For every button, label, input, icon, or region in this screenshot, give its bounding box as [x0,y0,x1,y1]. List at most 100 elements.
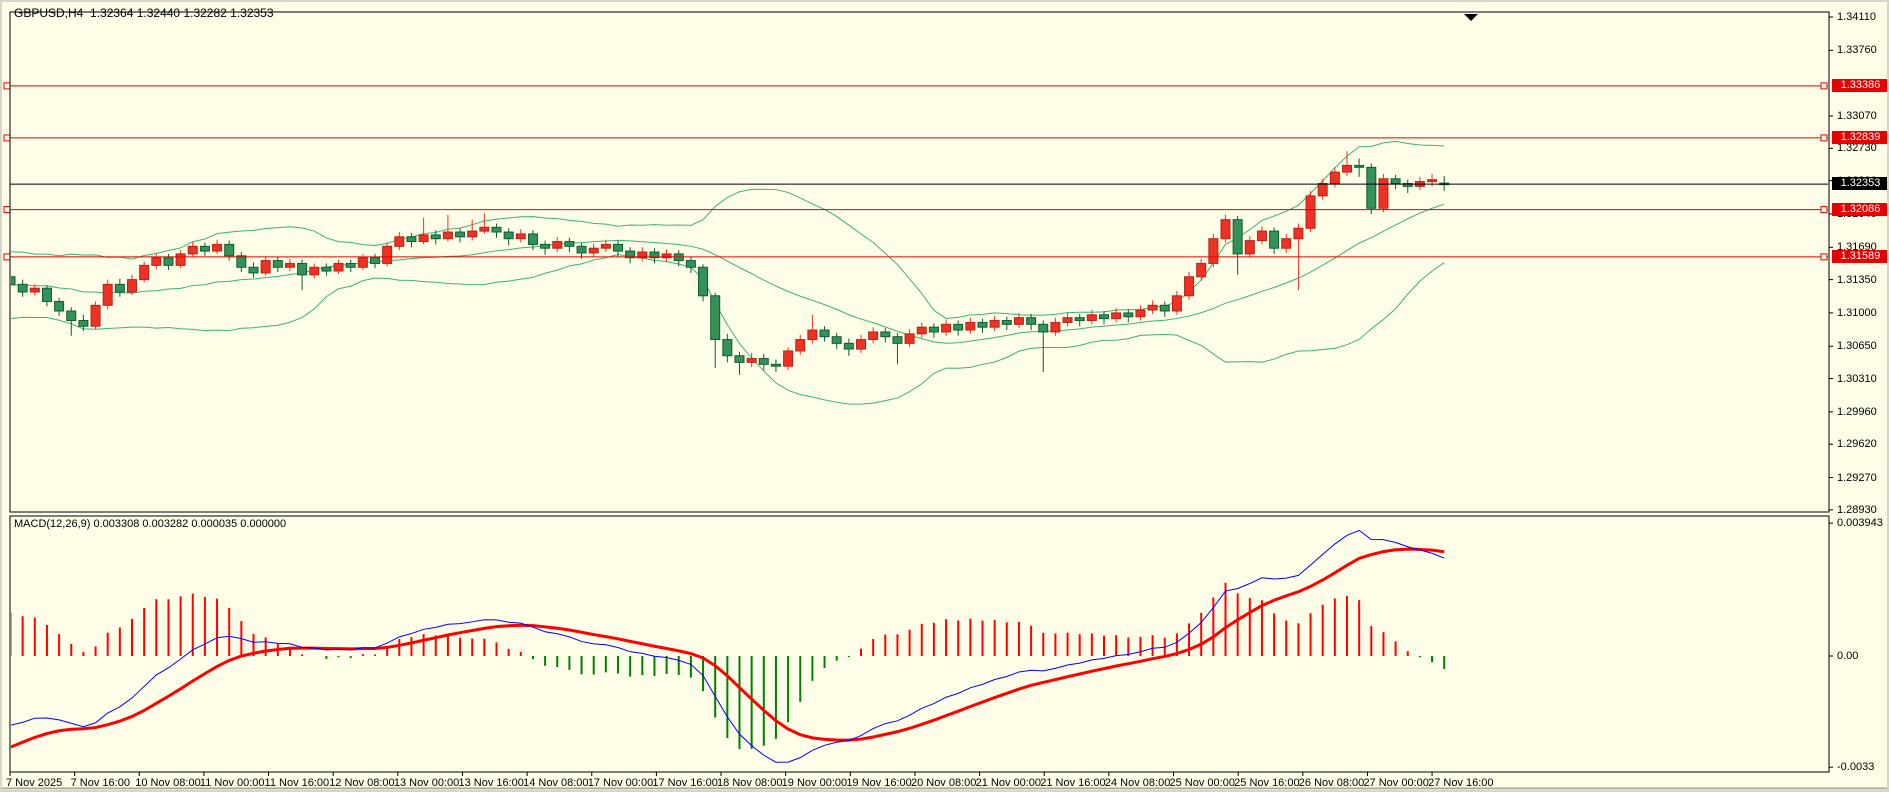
candle-down[interactable] [770,363,781,367]
candle-up[interactable] [1244,240,1255,255]
candle-up[interactable] [856,339,866,350]
candle-down[interactable] [297,262,308,276]
candle-down[interactable] [540,243,551,249]
candle-up[interactable] [418,234,429,243]
candle-up[interactable] [212,243,223,252]
macd-plot-area[interactable] [11,529,1446,763]
candle-up[interactable] [151,257,162,266]
candle-down[interactable] [1390,178,1401,185]
candle-down[interactable] [406,236,417,243]
candle-down[interactable] [1159,304,1170,312]
candle-up[interactable] [904,333,915,344]
candle-down[interactable] [928,326,939,333]
candle-up[interactable] [127,279,137,293]
candle-up[interactable] [600,243,611,249]
candle-up[interactable] [746,358,757,363]
candle-up[interactable] [102,283,113,306]
candle-up[interactable] [1305,195,1316,229]
candle-up[interactable] [1135,309,1146,318]
candle-up[interactable] [187,245,198,255]
candle-down[interactable] [625,250,636,259]
candle-up[interactable] [1062,317,1073,323]
candle-up[interactable] [1208,238,1219,264]
candle-up[interactable] [382,245,393,264]
candle-down[interactable] [224,243,235,257]
main-plot-area[interactable] [6,140,1450,405]
candle-up[interactable] [479,226,490,232]
candle-up[interactable] [309,266,320,276]
candle-down[interactable] [977,321,988,328]
candle-up[interactable] [588,247,599,254]
candle-down[interactable] [758,358,769,365]
candle-down[interactable] [1354,164,1365,168]
candle-up[interactable] [394,236,405,247]
candle-down[interactable] [114,283,125,293]
candle-down[interactable] [6,276,16,285]
candle-down[interactable] [1074,317,1085,322]
candle-down[interactable] [953,323,964,331]
candle-down[interactable] [1001,320,1012,325]
candle-down[interactable] [236,255,247,268]
candle-up[interactable] [139,264,150,281]
candle-down[interactable] [1232,219,1243,255]
candle-up[interactable] [1256,230,1267,242]
candle-down[interactable] [819,329,830,338]
candle-up[interactable] [1013,317,1024,325]
hline-anchor-right[interactable] [1820,206,1828,214]
candle-up[interactable] [795,339,806,352]
candle-down[interactable] [892,336,903,344]
candle-down[interactable] [455,231,466,238]
candle-up[interactable] [467,230,478,238]
candle-down[interactable] [734,355,745,363]
candle-down[interactable] [722,339,733,357]
candle-up[interactable] [1427,179,1438,183]
hline-anchor-left[interactable] [3,134,11,142]
candle-up[interactable] [1329,171,1340,185]
candle-down[interactable] [17,283,28,293]
candle-down[interactable] [163,257,174,266]
candle-down[interactable] [698,266,709,297]
candle-down[interactable] [564,241,575,247]
candle-up[interactable] [1317,183,1328,197]
candle-down[interactable] [613,243,623,252]
candle-up[interactable] [1378,178,1389,209]
candle-down[interactable] [345,262,356,268]
candle-up[interactable] [1342,164,1352,173]
candle-up[interactable] [1281,238,1292,249]
candle-up[interactable] [783,350,794,367]
candle-up[interactable] [90,304,101,327]
candle-up[interactable] [29,287,40,293]
panel-splitter-handle[interactable] [2,509,1887,515]
candle-up[interactable] [175,253,186,266]
candle-down[interactable] [1269,230,1280,249]
hline-anchor-left[interactable] [3,253,11,261]
candle-down[interactable] [370,257,380,264]
candle-down[interactable] [1123,312,1134,318]
candle-down[interactable] [430,234,441,240]
candle-up[interactable] [637,251,648,259]
candle-up[interactable] [1293,227,1304,240]
candle-up[interactable] [1196,262,1207,278]
candle-down[interactable] [1366,166,1377,209]
candle-up[interactable] [1147,304,1158,311]
candle-up[interactable] [941,323,952,333]
candle-down[interactable] [1099,314,1109,320]
candle-up[interactable] [1184,276,1195,297]
candle-down[interactable] [843,342,854,350]
candle-down[interactable] [649,251,660,259]
candle-up[interactable] [989,320,1000,328]
hline-anchor-right[interactable] [1820,253,1828,261]
candle-up[interactable] [284,262,295,268]
candle-down[interactable] [272,260,283,268]
candle-up[interactable] [515,233,526,240]
candle-down[interactable] [576,245,587,254]
candle-down[interactable] [685,260,696,268]
candle-up[interactable] [1050,321,1061,333]
candle-down[interactable] [527,233,538,245]
candle-up[interactable] [1220,219,1231,240]
candle-down[interactable] [880,331,891,338]
candle-down[interactable] [41,287,52,302]
candle-down[interactable] [78,320,89,327]
candle-down[interactable] [1026,317,1037,325]
